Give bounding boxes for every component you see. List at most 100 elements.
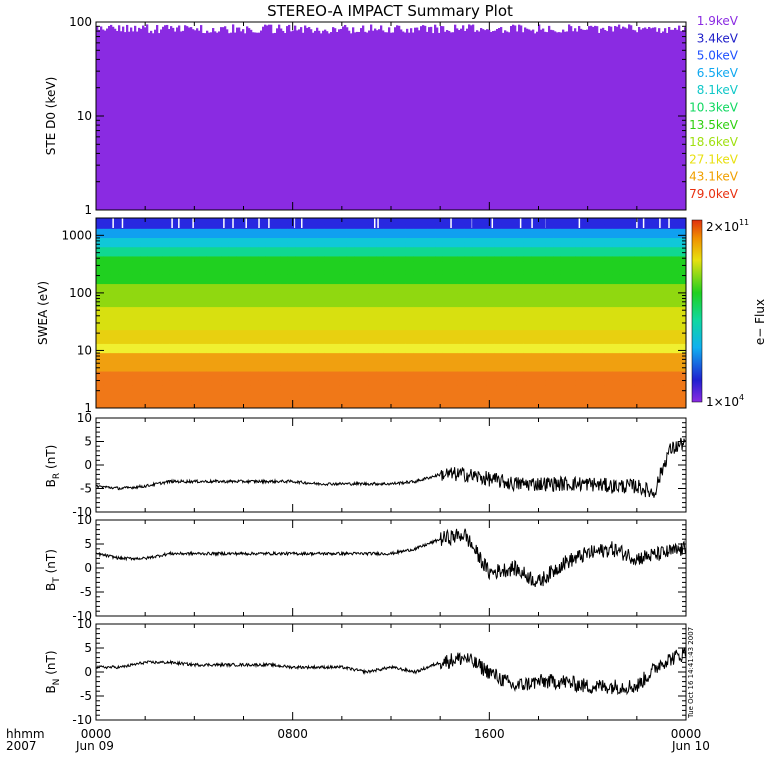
swea-cell <box>368 334 377 340</box>
swea-cell <box>110 338 119 344</box>
swea-cell <box>287 352 296 358</box>
swea-cell <box>346 375 355 381</box>
swea-cell <box>243 320 252 326</box>
swea-cell <box>324 384 333 390</box>
swea-cell <box>184 325 193 331</box>
swea-cell <box>361 233 370 239</box>
swea-cell <box>243 233 252 239</box>
swea-cell <box>302 265 311 271</box>
swea-cell <box>280 297 289 303</box>
swea-cell <box>236 288 244 294</box>
swea-cell <box>132 361 141 367</box>
ste-bar <box>156 25 159 211</box>
swea-cell <box>236 292 244 298</box>
swea-cell <box>376 329 385 335</box>
swea-cell <box>324 389 333 395</box>
swea-cell <box>214 260 222 266</box>
swea-cell <box>332 343 340 349</box>
swea-cell <box>273 315 281 321</box>
swea-cell <box>295 219 303 225</box>
swea-cell <box>110 375 119 381</box>
swea-cell <box>317 228 326 234</box>
swea-cell <box>125 292 134 298</box>
swea-cell <box>206 371 215 377</box>
swea-cell <box>339 302 348 308</box>
swea-cell <box>332 394 340 400</box>
swea-cell <box>287 297 296 303</box>
swea-cell <box>228 315 237 321</box>
swea-cell <box>280 274 289 280</box>
swea-cell <box>250 288 259 294</box>
swea-cell <box>206 357 215 363</box>
swea-cell <box>317 371 326 377</box>
swea-cell <box>368 366 377 372</box>
swea-cell <box>132 260 141 266</box>
swea-cell <box>221 371 230 377</box>
swea-cell <box>376 283 385 289</box>
ste-bar <box>226 29 229 211</box>
ste-bar <box>684 27 687 211</box>
swea-cell <box>273 297 281 303</box>
swea-cell <box>110 292 119 298</box>
swea-cell <box>376 343 385 349</box>
ste-bar <box>206 30 209 211</box>
swea-cell <box>368 274 377 280</box>
swea-cell <box>199 283 208 289</box>
swea-cell <box>287 371 296 377</box>
swea-cell <box>147 218 156 220</box>
ste-bar <box>178 25 181 210</box>
ste-bar <box>304 25 307 211</box>
swea-cell <box>280 325 289 331</box>
ste-bar <box>522 32 525 210</box>
swea-cell <box>214 366 222 372</box>
ste-bar <box>180 31 183 210</box>
swea-cell <box>162 315 171 321</box>
swea-cell <box>287 403 296 409</box>
swea-cell <box>354 265 362 271</box>
swea-cell <box>221 223 230 229</box>
swea-cell <box>354 237 362 243</box>
swea-cell <box>236 306 244 312</box>
swea-cell <box>295 334 303 340</box>
swea-cell <box>177 292 185 298</box>
ste-bar <box>332 27 335 210</box>
swea-cell <box>132 334 141 340</box>
swea-cell <box>206 366 215 372</box>
swea-cell <box>324 260 333 266</box>
swea-cell <box>376 315 385 321</box>
swea-cell <box>140 338 149 344</box>
swea-cell <box>317 297 326 303</box>
swea-cell <box>132 233 141 239</box>
swea-cell <box>125 269 134 275</box>
ste-bar <box>572 31 575 211</box>
swea-cell <box>155 246 163 252</box>
swea-cell <box>125 334 134 340</box>
swea-cell <box>103 371 112 377</box>
ste-bar <box>372 30 375 211</box>
swea-cell <box>96 283 104 289</box>
swea-cell <box>96 260 104 266</box>
swea-gap <box>377 218 379 228</box>
swea-cell <box>162 380 171 386</box>
swea-cell <box>169 394 178 400</box>
swea-cell <box>346 320 355 326</box>
swea-cell <box>169 256 178 262</box>
swea-cell <box>346 274 355 280</box>
swea-cell <box>221 233 230 239</box>
swea-cell <box>103 384 112 390</box>
swea-cell <box>206 384 215 390</box>
swea-cell <box>214 246 222 252</box>
swea-cell <box>332 302 340 308</box>
swea-cell <box>332 311 340 317</box>
swea-cell <box>96 315 104 321</box>
swea-cell <box>140 292 149 298</box>
swea-cell <box>221 380 230 386</box>
swea-cell <box>132 311 141 317</box>
swea-cell <box>302 357 311 363</box>
swea-cell <box>155 352 163 358</box>
swea-cell <box>295 352 303 358</box>
swea-cell <box>243 260 252 266</box>
swea-cell <box>214 320 222 326</box>
swea-cell <box>250 380 259 386</box>
swea-cell <box>191 389 200 395</box>
